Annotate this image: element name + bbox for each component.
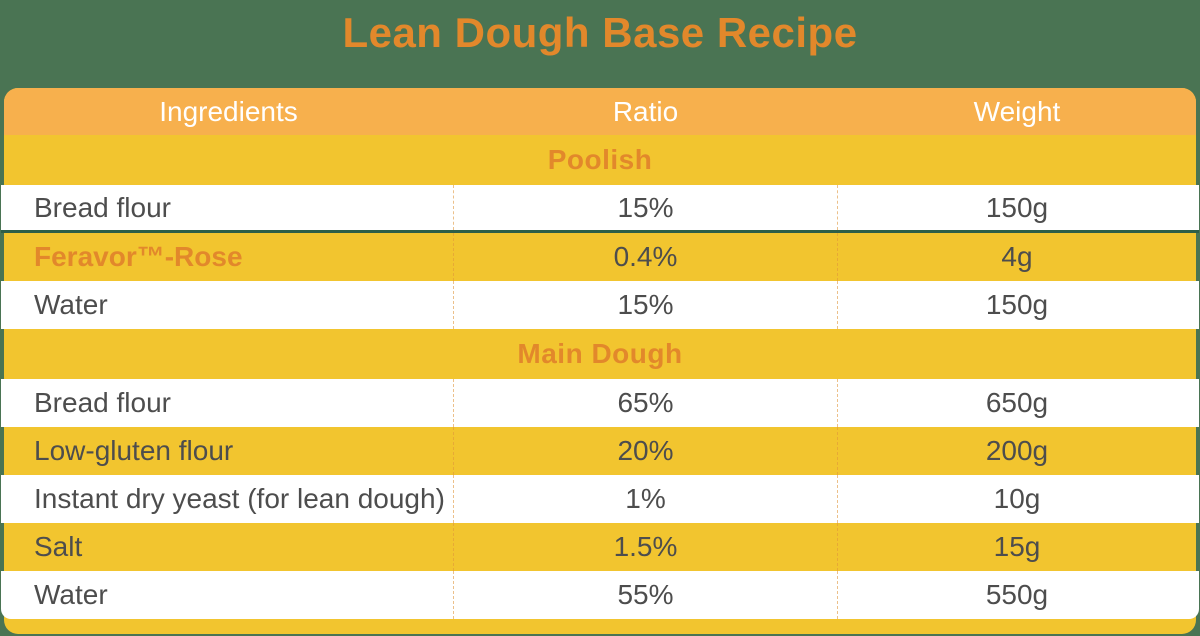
column-header-ingredients: Ingredients xyxy=(159,95,298,127)
ratio-cell: 1% xyxy=(453,475,838,523)
weight-cell: 200g xyxy=(985,435,1049,466)
ingredient-name-cell: Bread flour xyxy=(34,191,171,223)
table-row: Low-gluten flour 20% 200g xyxy=(4,427,1196,475)
table-row: Bread flour 15% 150g xyxy=(1,185,1199,233)
table-row: Bread flour 65% 650g xyxy=(1,379,1199,427)
recipe-table: Ingredients Ratio Weight Poolish Bread fl… xyxy=(1,88,1199,634)
table-row: Instant dry yeast (for lean dough) 1% 10g xyxy=(1,475,1199,523)
ingredient-name-cell: Feravor™-Rose xyxy=(34,241,243,272)
ingredient-name-cell: Bread flour xyxy=(34,387,171,418)
ingredient-name-cell: Low-gluten flour xyxy=(34,435,234,466)
ratio-cell: 55% xyxy=(453,571,838,619)
weight-cell: 150g xyxy=(985,289,1049,320)
ratio-cell: 15% xyxy=(453,185,838,230)
ratio-cell: 1.5% xyxy=(453,523,838,571)
ingredient-name-cell: Instant dry yeast (for lean dough) xyxy=(34,483,445,514)
ratio-cell: 20% xyxy=(453,427,838,475)
weight-cell: 15g xyxy=(993,531,1041,562)
ratio-cell: 0.4% xyxy=(453,233,838,281)
ingredient-name-cell: Water xyxy=(34,289,108,320)
table-row: Salt 1.5% 15g xyxy=(4,523,1196,571)
table-row: Water 15% 150g xyxy=(1,281,1199,329)
ratio-cell: 65% xyxy=(453,379,838,427)
weight-cell: 4g xyxy=(1001,241,1033,272)
ingredient-name-cell: Salt xyxy=(34,531,83,562)
weight-cell: 10g xyxy=(993,483,1041,514)
column-header-ratio: Ratio xyxy=(612,95,679,127)
column-header-weight: Weight xyxy=(973,95,1061,127)
section-header-row: Main Dough xyxy=(4,329,1196,379)
table-row: Feravor™-Rose 0.4% 4g xyxy=(4,233,1196,281)
table-row: Water 55% 550g xyxy=(1,571,1199,619)
table-header-row: Ingredients Ratio Weight xyxy=(4,88,1196,135)
page-title: Lean Dough Base Recipe xyxy=(342,9,858,56)
table-body: Poolish Bread flour 15% 150g Feravor™-Rose 0.… xyxy=(1,135,1199,619)
weight-cell: 550g xyxy=(985,579,1049,610)
weight-cell: 150g xyxy=(985,191,1049,223)
ratio-cell: 15% xyxy=(453,281,838,329)
section-header-row: Poolish xyxy=(4,135,1196,185)
weight-cell: 650g xyxy=(985,387,1049,418)
ingredient-name-cell: Water xyxy=(34,579,108,610)
